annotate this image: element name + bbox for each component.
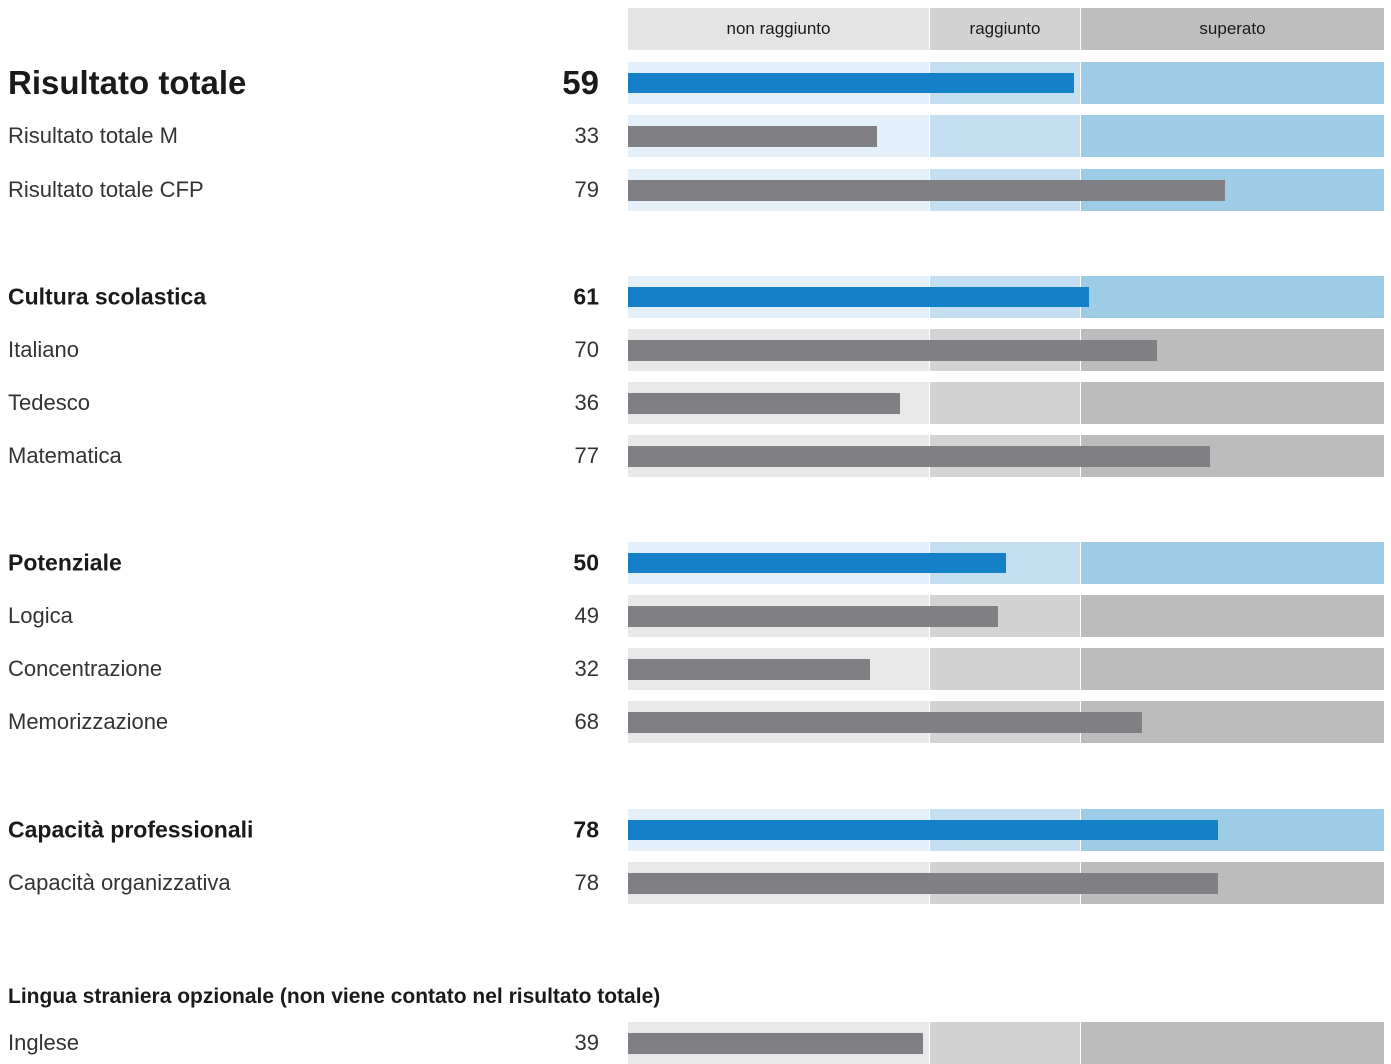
zone-header-2: superato [1081, 8, 1384, 50]
row-label: Concentrazione [8, 656, 163, 681]
row-track [628, 115, 1384, 157]
row-label: Capacità organizzativa [8, 870, 231, 895]
zone-band [1081, 542, 1384, 584]
zone-band [1081, 115, 1384, 157]
value-bar [628, 340, 1157, 361]
zone-band [1081, 648, 1384, 690]
zone-band [1081, 595, 1384, 637]
value-bar [628, 606, 998, 627]
row-track [628, 435, 1384, 477]
row-track [628, 382, 1384, 424]
row-label: Risultato totale CFP [8, 177, 204, 202]
value-bar [628, 1033, 923, 1054]
row-label: Tedesco [8, 390, 90, 415]
zone-band [930, 648, 1080, 690]
row-track [628, 595, 1384, 637]
row-label: Risultato totale [8, 64, 247, 101]
value-bar [628, 820, 1218, 840]
row-track [628, 329, 1384, 371]
row-value: 68 [574, 709, 599, 734]
row-value: 59 [562, 64, 599, 101]
row-label: Italiano [8, 337, 79, 362]
row-value: 79 [574, 177, 599, 202]
row-value: 36 [574, 390, 599, 415]
row-value: 33 [574, 123, 599, 148]
value-bar [628, 712, 1142, 733]
row-value: 49 [574, 603, 599, 628]
row-label: Memorizzazione [8, 709, 169, 734]
value-bar [628, 446, 1210, 467]
zone-band [1081, 276, 1384, 318]
zone-band [1081, 62, 1384, 104]
row-track [628, 276, 1384, 318]
row-track [628, 1022, 1384, 1064]
row-track [628, 62, 1384, 104]
row-track [628, 809, 1384, 851]
row-track [628, 862, 1384, 904]
zone-header-0: non raggiunto [628, 8, 929, 50]
row-label: Cultura scolastica [8, 283, 207, 310]
zone-header-1: raggiunto [930, 8, 1080, 50]
zone-band [1081, 382, 1384, 424]
zone-band [930, 1022, 1080, 1064]
row-value: 32 [574, 656, 599, 681]
zone-band [930, 115, 1080, 157]
value-bar [628, 393, 900, 414]
row-track [628, 701, 1384, 743]
row-label: Matematica [8, 443, 122, 468]
value-bar [628, 553, 1006, 573]
value-bar [628, 659, 870, 680]
row-value: 50 [573, 549, 599, 576]
row-value: 39 [574, 1030, 599, 1055]
row-value: 77 [574, 443, 599, 468]
value-bar [628, 180, 1225, 201]
row-label: Capacità professionali [8, 816, 254, 843]
row-label: Risultato totale M [8, 123, 178, 148]
zone-band [930, 382, 1080, 424]
row-track [628, 542, 1384, 584]
row-value: 70 [574, 337, 599, 362]
row-value: 78 [574, 870, 599, 895]
value-bar [628, 126, 877, 147]
zone-band [1081, 1022, 1384, 1064]
row-value: 78 [573, 816, 599, 843]
value-bar [628, 873, 1218, 894]
row-label: Inglese [8, 1030, 79, 1055]
row-label: Potenziale [8, 549, 122, 576]
row-track [628, 648, 1384, 690]
row-label: Logica [8, 603, 73, 628]
row-value: 61 [573, 283, 599, 310]
row-track [628, 169, 1384, 211]
value-bar [628, 73, 1074, 93]
optional-language-note: Lingua straniera opzionale (non viene co… [8, 985, 661, 1008]
value-bar [628, 287, 1089, 307]
